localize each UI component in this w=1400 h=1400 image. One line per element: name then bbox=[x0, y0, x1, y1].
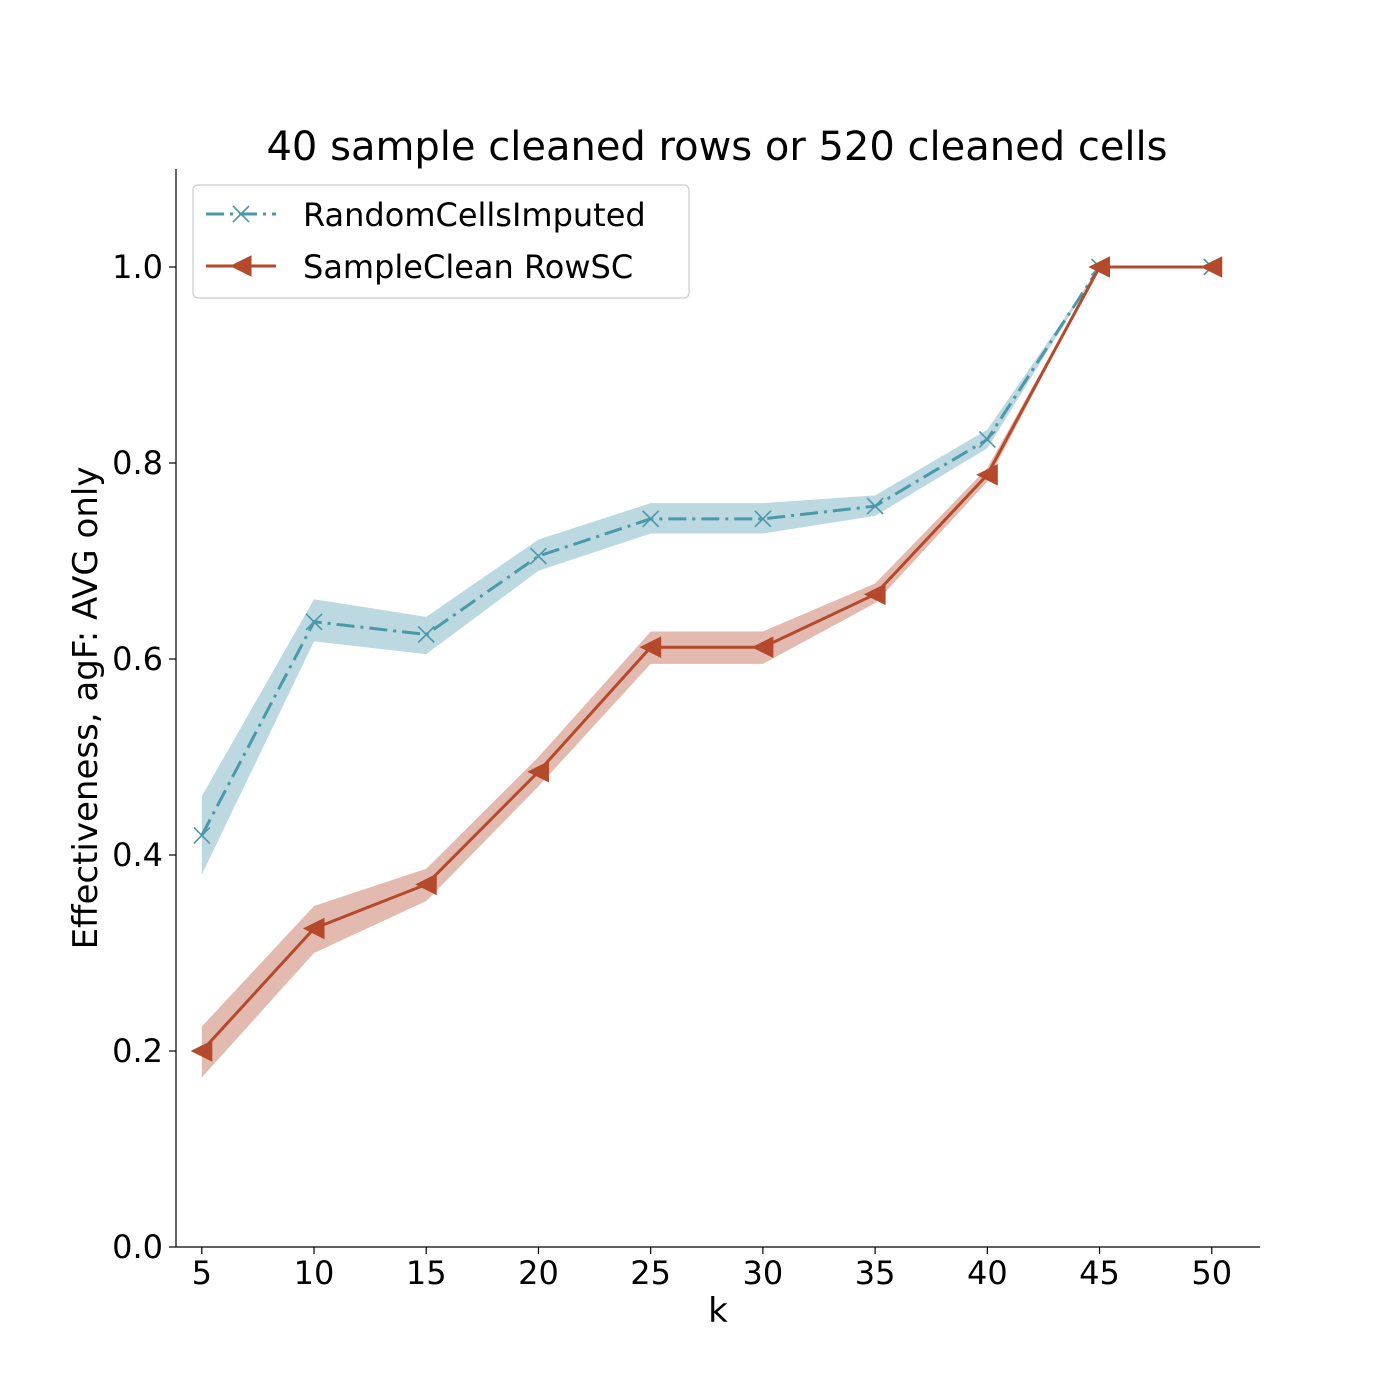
sampleclean-rowsc-marker bbox=[863, 583, 886, 606]
random-cells-imputed-marker bbox=[754, 510, 772, 528]
y-tick-label: 0.4 bbox=[112, 836, 163, 874]
legend-label: SampleClean RowSC bbox=[303, 248, 633, 286]
confidence-bands bbox=[201, 267, 1212, 1078]
y-tick-label: 0.6 bbox=[112, 640, 163, 678]
random-cells-imputed-marker bbox=[417, 625, 435, 644]
x-tick-label: 5 bbox=[192, 1254, 212, 1292]
random-cells-imputed-marker bbox=[529, 547, 548, 565]
random-cells-imputed-marker bbox=[193, 826, 211, 844]
legend-items: RandomCellsImputed SampleClean RowSC bbox=[206, 196, 646, 286]
x-tick-label: 40 bbox=[967, 1254, 1008, 1292]
random-cells-imputed-marker bbox=[866, 497, 884, 515]
legend-box bbox=[192, 184, 690, 299]
sampleclean-rowsc-marker bbox=[1200, 256, 1223, 278]
sampleclean-rowsc-marker bbox=[639, 636, 662, 659]
plot-area bbox=[190, 256, 1223, 1078]
x-tick-label: 50 bbox=[1191, 1254, 1232, 1292]
sampleclean-rowsc-marker bbox=[302, 917, 325, 940]
sampleclean-rowsc-confidence-band bbox=[201, 267, 1212, 1078]
legend-item-sampleclean-rowsc: SampleClean RowSC bbox=[206, 248, 633, 286]
y-tick-label: 0.8 bbox=[112, 444, 163, 482]
series-lines bbox=[200, 265, 1212, 1053]
x-axis-label: k bbox=[708, 1291, 728, 1331]
x-axis-ticks: 5 10 15 20 25 30 35 40 45 50 bbox=[192, 1247, 1232, 1292]
x-tick-label: 25 bbox=[630, 1254, 671, 1292]
sampleclean-rowsc-marker bbox=[976, 463, 998, 486]
y-tick-label: 1.0 bbox=[112, 248, 163, 286]
legend-label: RandomCellsImputed bbox=[303, 196, 646, 234]
y-axis-label: Effectiveness, agF: AVG only bbox=[66, 467, 106, 950]
legend-marker-sample bbox=[232, 205, 250, 223]
sampleclean-rowsc-marker bbox=[751, 636, 774, 659]
legend: RandomCellsImputed SampleClean RowSC bbox=[192, 184, 690, 299]
legend-marker-sample bbox=[229, 255, 252, 277]
x-tick-label: 20 bbox=[518, 1254, 559, 1292]
sampleclean-rowsc-marker bbox=[527, 760, 549, 783]
random-cells-imputed-line bbox=[200, 265, 1212, 837]
x-tick-label: 30 bbox=[743, 1254, 784, 1292]
random-cells-imputed-confidence-band bbox=[201, 267, 1212, 875]
x-tick-label: 15 bbox=[406, 1254, 447, 1292]
series-markers bbox=[190, 256, 1223, 1062]
y-axis-ticks: 0.0 0.2 0.4 0.6 0.8 1.0 bbox=[112, 248, 176, 1266]
legend-item-random-cells-imputed: RandomCellsImputed bbox=[206, 196, 646, 234]
sampleclean-rowsc-marker bbox=[190, 1040, 213, 1062]
x-tick-label: 35 bbox=[855, 1254, 896, 1292]
sampleclean-rowsc-marker bbox=[415, 873, 437, 896]
random-cells-imputed-marker bbox=[978, 430, 996, 449]
random-cells-imputed-marker bbox=[642, 510, 660, 528]
x-tick-label: 10 bbox=[294, 1254, 335, 1292]
sampleclean-rowsc-marker bbox=[1088, 256, 1111, 278]
sampleclean-rowsc-line bbox=[200, 265, 1212, 1053]
y-tick-label: 0.0 bbox=[112, 1228, 163, 1266]
random-cells-imputed-marker bbox=[305, 613, 323, 631]
x-tick-label: 45 bbox=[1079, 1254, 1120, 1292]
chart-title: 40 sample cleaned rows or 520 cleaned ce… bbox=[266, 124, 1167, 170]
y-tick-label: 0.2 bbox=[112, 1032, 163, 1070]
